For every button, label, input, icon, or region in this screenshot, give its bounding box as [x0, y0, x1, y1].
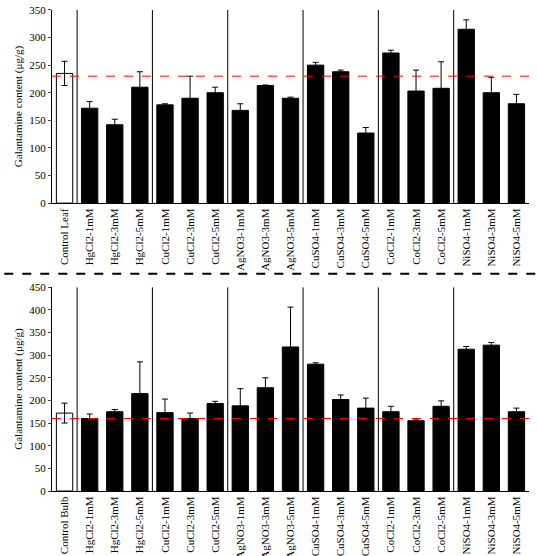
svg-text:CoCl2-1mM: CoCl2-1mM [384, 496, 396, 552]
svg-text:CoCl2-1mM: CoCl2-1mM [384, 208, 396, 264]
svg-text:350: 350 [29, 4, 46, 16]
svg-text:350: 350 [29, 326, 46, 338]
svg-text:CuCl2-1mM: CuCl2-1mM [159, 496, 171, 552]
svg-text:AgNO3-5mM: AgNO3-5mM [284, 496, 296, 556]
svg-text:NiSO4-1mM: NiSO4-1mM [460, 496, 472, 554]
svg-text:CoCl2-3mM: CoCl2-3mM [410, 496, 422, 552]
svg-text:Galantamine content (μg/g): Galantamine content (μg/g) [12, 328, 25, 450]
svg-text:HgCl2-5mM: HgCl2-5mM [133, 496, 145, 553]
svg-text:50: 50 [35, 169, 47, 181]
svg-text:150: 150 [29, 114, 46, 126]
svg-text:CuCl2-1mM: CuCl2-1mM [159, 208, 171, 264]
svg-text:Control Bulb: Control Bulb [58, 496, 70, 554]
svg-text:CoCl2-5mM: CoCl2-5mM [435, 208, 447, 264]
svg-text:HgCl2-3mM: HgCl2-3mM [108, 208, 120, 265]
svg-text:HgCl2-3mM: HgCl2-3mM [108, 496, 120, 553]
svg-text:100: 100 [29, 440, 46, 452]
svg-text:Control Leaf: Control Leaf [58, 208, 70, 265]
svg-text:CuCl2-5mM: CuCl2-5mM [209, 496, 221, 552]
svg-text:AgNO3-3mM: AgNO3-3mM [259, 496, 271, 556]
svg-text:HgCl2-5mM: HgCl2-5mM [133, 208, 145, 265]
svg-text:HgCl2-1mM: HgCl2-1mM [83, 208, 95, 265]
svg-text:200: 200 [29, 87, 46, 99]
svg-text:AgNO3-1mM: AgNO3-1mM [234, 208, 246, 271]
svg-text:250: 250 [29, 59, 46, 71]
svg-text:CuSO4-1mM: CuSO4-1mM [309, 496, 321, 556]
svg-text:NiSO4-3mM: NiSO4-3mM [485, 496, 497, 554]
svg-text:CuSO4-3mM: CuSO4-3mM [334, 496, 346, 556]
svg-text:450: 450 [29, 281, 46, 293]
svg-text:AgNO3-3mM: AgNO3-3mM [259, 208, 271, 271]
svg-text:CuCl2-3mM: CuCl2-3mM [184, 496, 196, 552]
svg-text:CuCl2-5mM: CuCl2-5mM [209, 208, 221, 264]
svg-text:CuSO4-3mM: CuSO4-3mM [334, 208, 346, 268]
svg-text:CuSO4-1mM: CuSO4-1mM [309, 208, 321, 268]
svg-text:NiSO4-5mM: NiSO4-5mM [510, 208, 522, 266]
svg-text:0: 0 [40, 197, 46, 209]
svg-text:CoCl2-3mM: CoCl2-3mM [410, 208, 422, 264]
svg-text:CuSO4-5mM: CuSO4-5mM [359, 496, 371, 556]
svg-text:150: 150 [29, 417, 46, 429]
svg-text:50: 50 [35, 462, 47, 474]
svg-text:AgNO3-1mM: AgNO3-1mM [234, 496, 246, 556]
svg-text:250: 250 [29, 372, 46, 384]
svg-text:CoCl2-5mM: CoCl2-5mM [435, 496, 447, 552]
svg-text:NiSO4-1mM: NiSO4-1mM [460, 208, 472, 266]
svg-text:100: 100 [29, 142, 46, 154]
svg-text:400: 400 [29, 304, 46, 316]
svg-text:NiSO4-3mM: NiSO4-3mM [485, 208, 497, 266]
svg-text:CuSO4-5mM: CuSO4-5mM [359, 208, 371, 268]
svg-text:300: 300 [29, 31, 46, 43]
svg-text:CuCl2-3mM: CuCl2-3mM [184, 208, 196, 264]
svg-text:Galantamine content (μg/g): Galantamine content (μg/g) [12, 46, 25, 168]
svg-text:HgCl2-1mM: HgCl2-1mM [83, 496, 95, 553]
svg-text:AgNO3-5mM: AgNO3-5mM [284, 208, 296, 271]
svg-text:0: 0 [40, 485, 46, 497]
svg-text:200: 200 [29, 394, 46, 406]
svg-text:300: 300 [29, 349, 46, 361]
svg-text:NiSO4-5mM: NiSO4-5mM [510, 496, 522, 554]
